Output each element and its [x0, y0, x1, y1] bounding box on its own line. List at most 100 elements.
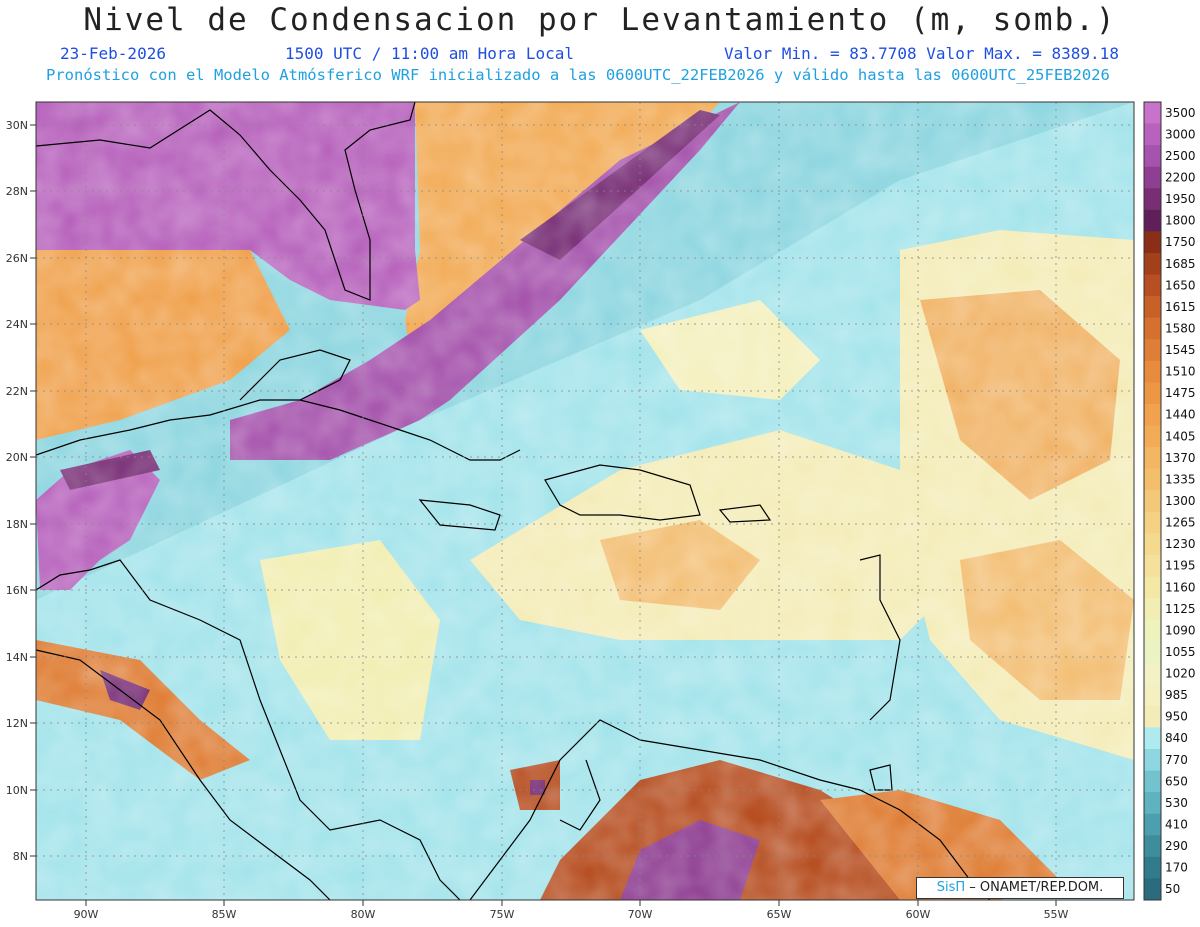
colorbar-label: 1090 — [1165, 623, 1196, 637]
colorbar-label: 1230 — [1165, 537, 1196, 551]
time-label: 1500 UTC / 11:00 am Hora Local — [285, 44, 574, 63]
colorbar-label: 3000 — [1165, 127, 1196, 141]
colorbar-swatch — [1144, 360, 1161, 383]
colorbar-swatch — [1144, 339, 1161, 362]
colorbar-swatch — [1144, 274, 1161, 297]
colorbar-label: 1475 — [1165, 386, 1196, 400]
lat-label: 24N — [6, 318, 28, 331]
model-info-label: Pronóstico con el Modelo Atmósferico WRF… — [46, 66, 1110, 84]
colorbar-label: 1440 — [1165, 408, 1196, 422]
colorbar-swatch — [1144, 252, 1161, 276]
colorbar-label: 1125 — [1165, 602, 1196, 616]
colorbar-swatch — [1144, 641, 1161, 664]
colorbar-swatch — [1144, 684, 1161, 707]
colorbar-swatch — [1144, 662, 1161, 685]
colorbar-label: 1020 — [1165, 667, 1196, 681]
colorbar-swatch — [1144, 468, 1161, 491]
colorbar-label: 1800 — [1165, 214, 1196, 228]
lon-label: 55W — [1044, 908, 1069, 921]
colorbar-swatch — [1144, 188, 1161, 211]
colorbar-label: 170 — [1165, 861, 1188, 875]
colorbar-swatch — [1144, 835, 1161, 858]
lat-label: 22N — [6, 385, 28, 398]
colorbar-label: 1650 — [1165, 278, 1196, 292]
colorbar-label: 3500 — [1165, 106, 1196, 120]
colorbar-swatch — [1144, 102, 1161, 125]
colorbar-swatch — [1144, 425, 1161, 448]
colorbar-label: 985 — [1165, 688, 1188, 702]
colorbar-label: 1300 — [1165, 494, 1196, 508]
colorbar-swatch — [1144, 576, 1161, 599]
credit-box: SisΠ – ONAMET/REP.DOM. — [916, 877, 1124, 899]
lon-label: 75W — [490, 908, 515, 921]
colorbar-swatch — [1144, 209, 1161, 232]
colorbar-label: 770 — [1165, 753, 1188, 767]
colorbar: 3500 3000 2500 2200 1950 1800 1750 1685 1650 1615… — [1143, 101, 1196, 901]
lat-label: 18N — [6, 518, 28, 531]
colorbar-label: 1335 — [1165, 472, 1196, 486]
colorbar-swatch — [1144, 727, 1161, 750]
colorbar-swatch — [1144, 317, 1161, 340]
colorbar-swatch — [1144, 878, 1161, 901]
colorbar-swatch — [1144, 770, 1161, 793]
gridlines — [36, 102, 1134, 900]
page-title: Nivel de Condensacion por Levantamiento … — [83, 2, 1117, 38]
lon-label: 90W — [74, 908, 99, 921]
colorbar-label: 650 — [1165, 774, 1188, 788]
lon-label: 60W — [906, 908, 931, 921]
lon-label: 85W — [212, 908, 237, 921]
colorbar-swatch — [1144, 598, 1161, 621]
lon-label: 80W — [351, 908, 376, 921]
colorbar-label: 50 — [1165, 882, 1180, 896]
colorbar-label: 1750 — [1165, 235, 1196, 249]
colorbar-swatch — [1144, 490, 1161, 513]
colorbar-swatch — [1144, 533, 1161, 556]
colorbar-label: 1545 — [1165, 343, 1196, 357]
colorbar-swatch — [1144, 856, 1161, 879]
colorbar-swatch — [1144, 382, 1161, 405]
colorbar-swatch — [1144, 231, 1161, 254]
sispi-logo: SisΠ — [936, 880, 966, 895]
colorbar-label: 530 — [1165, 796, 1188, 810]
colorbar-frame — [1143, 101, 1162, 901]
colorbar-swatch — [1144, 511, 1161, 534]
colorbar-swatch — [1144, 619, 1161, 642]
colorbar-swatch — [1144, 447, 1161, 470]
colorbar-label: 1580 — [1165, 321, 1196, 335]
colorbar-swatch — [1144, 749, 1161, 772]
credit-org: – ONAMET/REP.DOM. — [969, 880, 1104, 895]
lat-label: 16N — [6, 584, 28, 597]
map-frame — [35, 101, 1135, 901]
colorbar-label: 1510 — [1165, 365, 1196, 379]
colorbar-label: 290 — [1165, 839, 1188, 853]
colorbar-swatch — [1144, 403, 1161, 427]
colorbar-label: 1265 — [1165, 516, 1196, 530]
lat-label: 28N — [6, 185, 28, 198]
colorbar-label: 2500 — [1165, 149, 1196, 163]
colorbar-label: 410 — [1165, 818, 1188, 832]
lon-label: 70W — [628, 908, 653, 921]
colorbar-swatch — [1144, 705, 1161, 728]
lat-label: 20N — [6, 451, 28, 464]
date-label: 23-Feb-2026 — [60, 44, 166, 63]
colorbar-swatch — [1144, 123, 1161, 146]
lat-label: 26N — [6, 252, 28, 265]
colorbar-label: 1160 — [1165, 580, 1196, 594]
lat-label: 8N — [13, 850, 28, 863]
lat-label: 14N — [6, 651, 28, 664]
colorbar-swatch — [1144, 554, 1161, 577]
colorbar-swatch — [1144, 145, 1161, 168]
colorbar-swatch — [1144, 813, 1161, 836]
colorbar-swatch — [1144, 296, 1161, 319]
min-max-label: Valor Min. = 83.7708 Valor Max. = 8389.1… — [724, 44, 1119, 63]
lat-label: 30N — [6, 119, 28, 132]
colorbar-swatch — [1144, 792, 1161, 815]
colorbar-label: 1685 — [1165, 257, 1196, 271]
colorbar-label: 1370 — [1165, 451, 1196, 465]
colorbar-label: 840 — [1165, 731, 1188, 745]
colorbar-label: 1405 — [1165, 429, 1196, 443]
colorbar-label: 1950 — [1165, 192, 1196, 206]
lon-label: 65W — [767, 908, 792, 921]
colorbar-label: 1615 — [1165, 300, 1196, 314]
